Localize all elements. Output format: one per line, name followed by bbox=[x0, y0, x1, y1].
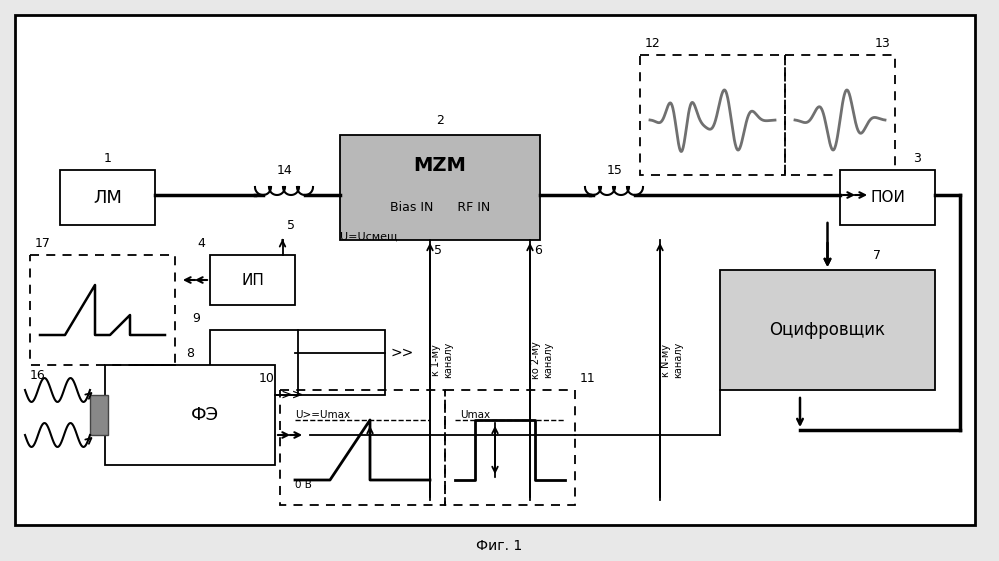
Bar bbox=[105, 365, 275, 465]
Text: >>: >> bbox=[280, 388, 304, 402]
Bar bbox=[445, 390, 575, 505]
Bar bbox=[210, 330, 385, 395]
Text: 4: 4 bbox=[197, 237, 205, 250]
Text: MZM: MZM bbox=[414, 155, 467, 174]
Bar bbox=[90, 395, 108, 435]
Text: 9: 9 bbox=[192, 311, 200, 324]
Text: ИП: ИП bbox=[241, 273, 264, 287]
Bar bbox=[340, 135, 540, 240]
Text: ПОИ: ПОИ bbox=[870, 190, 905, 205]
Text: Bias IN      RF IN: Bias IN RF IN bbox=[390, 200, 491, 214]
Text: к 1-му
каналу: к 1-му каналу bbox=[432, 342, 453, 378]
Bar bbox=[840, 170, 935, 225]
Text: Фиг. 1: Фиг. 1 bbox=[476, 539, 522, 553]
Bar bbox=[785, 55, 895, 175]
Bar bbox=[280, 390, 445, 505]
Text: U=Uсмещ: U=Uсмещ bbox=[340, 232, 398, 242]
Text: >>: >> bbox=[390, 346, 414, 360]
Text: U>=Umax: U>=Umax bbox=[295, 410, 350, 420]
Text: 2: 2 bbox=[436, 113, 444, 126]
Text: 17: 17 bbox=[35, 237, 51, 250]
Text: ЛМ: ЛМ bbox=[93, 188, 122, 206]
Text: 15: 15 bbox=[607, 163, 623, 177]
Text: 13: 13 bbox=[874, 36, 890, 49]
Bar bbox=[720, 270, 935, 390]
Bar bbox=[30, 255, 175, 365]
Bar bbox=[640, 55, 785, 175]
Text: 12: 12 bbox=[645, 36, 660, 49]
Bar bbox=[210, 255, 295, 305]
Text: 10: 10 bbox=[259, 371, 275, 384]
Text: ко 2-му
каналу: ко 2-му каналу bbox=[531, 341, 552, 379]
Text: 3: 3 bbox=[913, 151, 921, 164]
Text: 8: 8 bbox=[186, 347, 194, 360]
Text: 1: 1 bbox=[104, 151, 112, 164]
Text: 16: 16 bbox=[30, 369, 46, 381]
Text: 5: 5 bbox=[434, 243, 442, 256]
Text: ФЭ: ФЭ bbox=[191, 406, 219, 424]
Text: 5: 5 bbox=[287, 218, 295, 232]
Bar bbox=[60, 170, 155, 225]
Text: 7: 7 bbox=[873, 249, 881, 261]
Text: к N-му
каналу: к N-му каналу bbox=[661, 342, 682, 378]
Text: 11: 11 bbox=[580, 371, 595, 384]
Text: Оцифровщик: Оцифровщик bbox=[769, 321, 885, 339]
Text: 14: 14 bbox=[277, 163, 293, 177]
Text: Umax: Umax bbox=[460, 410, 491, 420]
Text: 6: 6 bbox=[534, 243, 541, 256]
Text: 0 В: 0 В bbox=[295, 480, 312, 490]
